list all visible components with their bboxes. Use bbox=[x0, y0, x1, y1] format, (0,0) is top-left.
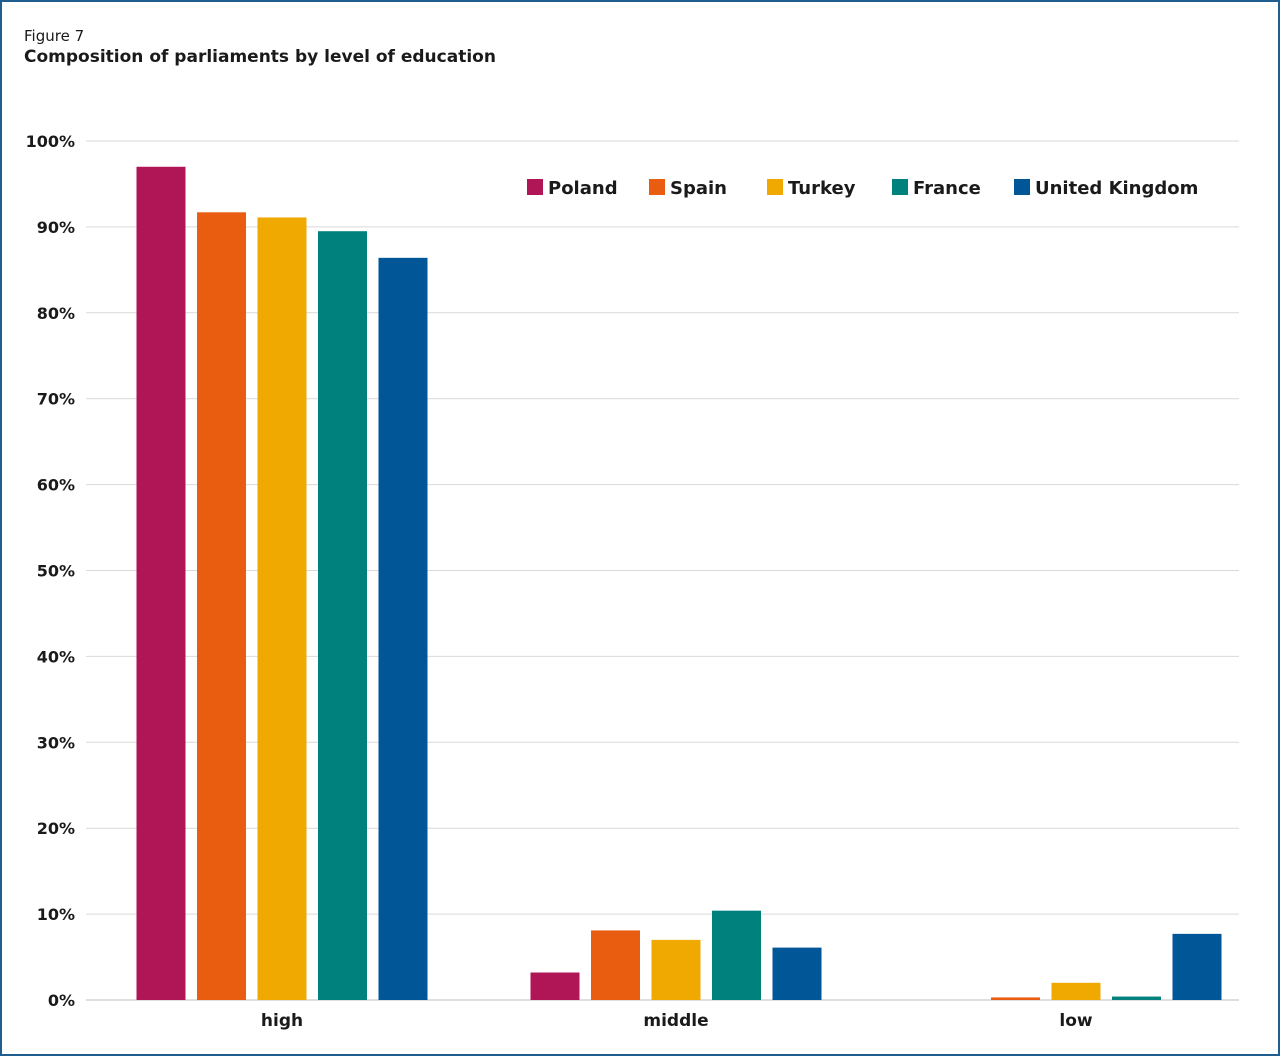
y-tick-label: 0% bbox=[48, 991, 75, 1010]
y-tick-label: 60% bbox=[37, 476, 75, 495]
legend-swatch-turkey bbox=[767, 179, 783, 195]
y-tick-label: 90% bbox=[37, 218, 75, 237]
legend-swatch-united-kingdom bbox=[1014, 179, 1030, 195]
bar-turkey-high bbox=[257, 217, 307, 1001]
figure-label: Figure 7 bbox=[24, 27, 85, 45]
legend-label-united-kingdom: United Kingdom bbox=[1035, 178, 1198, 199]
legend-swatch-poland bbox=[527, 179, 543, 195]
bar-spain-middle bbox=[591, 930, 640, 1000]
bar-poland-high bbox=[136, 166, 186, 1000]
legend: Poland Spain Turkey France United Kingdom bbox=[527, 178, 1198, 199]
legend-label-france: France bbox=[913, 178, 981, 199]
x-category-label: low bbox=[1059, 1011, 1093, 1031]
legend-swatch-spain bbox=[649, 179, 665, 195]
bars bbox=[136, 166, 1222, 1001]
y-tick-label: 100% bbox=[26, 132, 75, 151]
y-tick-label: 70% bbox=[37, 390, 75, 409]
x-category-label: high bbox=[261, 1011, 303, 1031]
bar-spain-high bbox=[197, 212, 246, 1000]
y-tick-label: 40% bbox=[37, 647, 75, 666]
bar-poland-middle bbox=[530, 972, 580, 1000]
legend-swatch-france bbox=[892, 179, 908, 195]
bar-france-high bbox=[318, 231, 367, 1000]
bar-france-middle bbox=[712, 910, 761, 1000]
bar-spain-low bbox=[991, 997, 1040, 1000]
y-axis-tick-labels: 0% 10% 20% 30% 40% 50% 60% 70% 80% 90% 100% bbox=[26, 132, 75, 1010]
legend-label-poland: Poland bbox=[548, 178, 618, 199]
y-tick-label: 50% bbox=[37, 562, 75, 581]
y-tick-label: 30% bbox=[37, 733, 75, 752]
bar-united-kingdom-middle bbox=[772, 947, 822, 1000]
x-category-label: middle bbox=[643, 1011, 708, 1031]
legend-label-turkey: Turkey bbox=[788, 178, 856, 199]
bar-united-kingdom-high bbox=[378, 257, 428, 1001]
bar-turkey-middle bbox=[651, 939, 701, 1000]
bar-turkey-low bbox=[1051, 982, 1101, 1000]
x-axis-category-labels: high middle low bbox=[261, 1011, 1093, 1031]
y-tick-label: 80% bbox=[37, 304, 75, 323]
y-tick-label: 20% bbox=[37, 819, 75, 838]
bar-france-low bbox=[1112, 996, 1161, 1000]
y-tick-label: 10% bbox=[37, 905, 75, 924]
legend-label-spain: Spain bbox=[670, 178, 727, 199]
bar-united-kingdom-low bbox=[1172, 933, 1222, 1000]
figure-title: Composition of parliaments by level of e… bbox=[24, 47, 496, 67]
